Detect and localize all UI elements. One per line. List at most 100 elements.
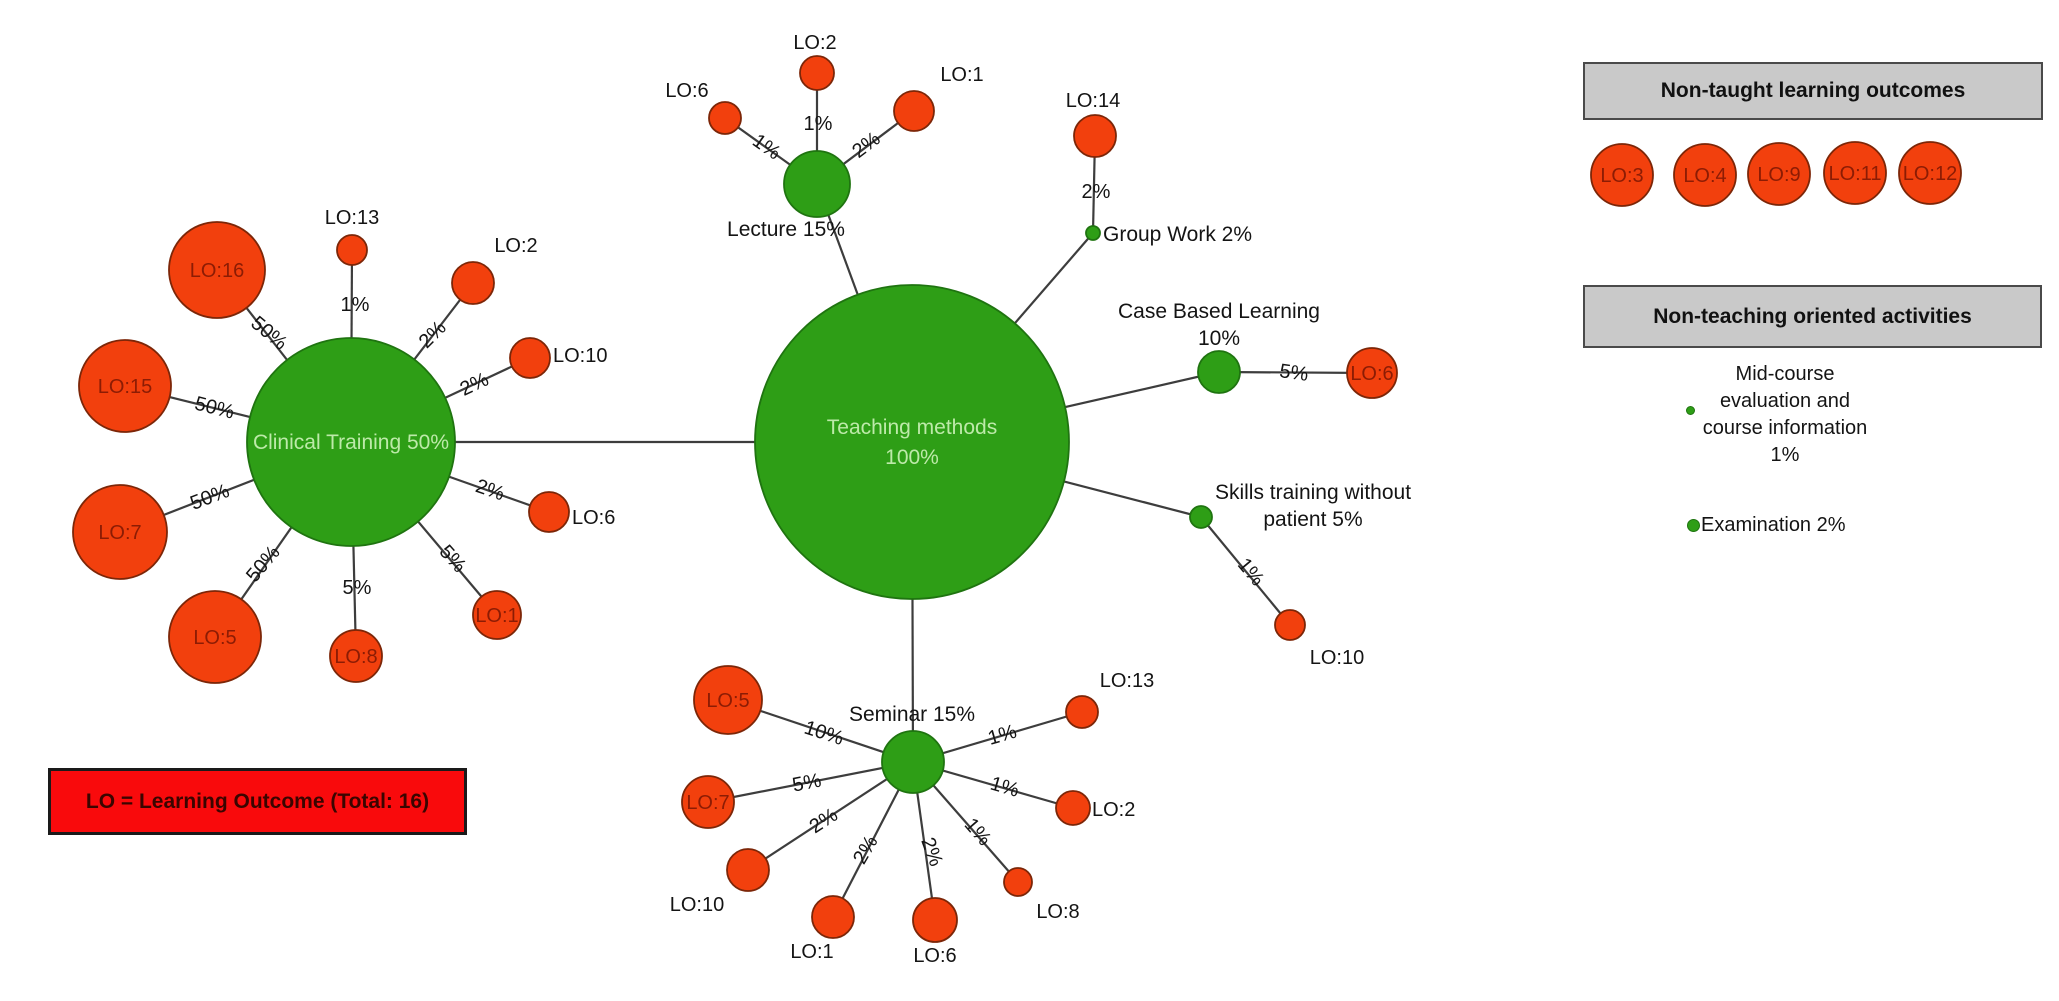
node-label-lg3: LO:3 (1600, 165, 1643, 187)
node-lg11 (1823, 141, 1887, 205)
edge-label-seminar-se13: 1% (985, 721, 1019, 750)
edge-label-skills-s10: 1% (1233, 554, 1269, 590)
edge-label-seminar-se10: 2% (806, 804, 842, 838)
node-se5 (693, 665, 763, 735)
examination-label: Examination 2% (1701, 514, 1846, 536)
node-label-l2: LO:2 (793, 32, 836, 54)
node-c2 (451, 261, 495, 305)
edge-label-clinical-c7: 50% (187, 480, 232, 515)
node-se6 (912, 897, 958, 943)
edge-label-seminar-se5: 10% (801, 717, 846, 750)
examination-dot-icon (1687, 519, 1700, 532)
edge-label-lecture-l6: 1% (748, 130, 784, 165)
node-label-clinical: Clinical Training 50% (253, 431, 449, 454)
node-label-se13: LO:13 (1100, 670, 1154, 692)
node-se10 (726, 848, 770, 892)
non-teaching-legend-box: Non-teaching oriented activities (1583, 285, 2042, 348)
node-clinical (246, 337, 456, 547)
edge-label-casebased-cb6: 5% (1278, 360, 1310, 386)
node-c8 (329, 629, 383, 683)
node-label-c10: LO:10 (553, 345, 607, 367)
node-label-c5: LO:5 (193, 627, 236, 649)
edge-label-clinical-c10: 2% (457, 368, 493, 400)
node-label-se8: LO:8 (1036, 901, 1079, 923)
node-c6 (528, 491, 570, 533)
node-label-c15: LO:15 (98, 376, 152, 398)
edge-label-lecture-l2: 1% (804, 113, 833, 135)
node-label-casebased-line2: 10% (1198, 327, 1240, 350)
node-l6 (708, 101, 742, 135)
node-label-seminar: Seminar 15% (849, 703, 975, 726)
lo-definition-box: LO = Learning Outcome (Total: 16) (48, 768, 467, 835)
node-c7 (72, 484, 168, 580)
non-teaching-legend-title: Non-teaching oriented activities (1653, 304, 1972, 328)
node-se8 (1003, 867, 1033, 897)
node-label-cb6: LO:6 (1350, 363, 1393, 385)
node-l2 (799, 55, 835, 91)
node-label-teaching-line2: 100% (885, 446, 939, 469)
node-c1 (472, 590, 522, 640)
node-label-skills-line1: Skills training without (1215, 481, 1411, 504)
node-c10 (509, 337, 551, 379)
node-c16 (168, 221, 266, 319)
node-label-lecture: Lecture 15% (727, 218, 845, 241)
non-taught-legend-title: Non-taught learning outcomes (1660, 79, 1966, 102)
node-label-g14: LO:14 (1066, 90, 1120, 112)
node-se13 (1065, 695, 1099, 729)
node-label-c7: LO:7 (98, 522, 141, 544)
node-se1 (811, 895, 855, 939)
node-se2 (1055, 790, 1091, 826)
node-s10 (1274, 609, 1306, 641)
node-skills (1189, 505, 1213, 529)
edge-label-seminar-se6: 2% (916, 835, 947, 870)
node-groupwork (1085, 225, 1101, 241)
node-label-se10: LO:10 (670, 894, 724, 916)
node-label-se5: LO:5 (706, 690, 749, 712)
node-lg3 (1590, 143, 1654, 207)
node-teaching (754, 284, 1070, 600)
node-label-c1: LO:1 (475, 605, 518, 627)
node-label-se7: LO:7 (686, 792, 729, 814)
edge-label-clinical-c8: 5% (343, 577, 372, 599)
node-label-se6: LO:6 (913, 945, 956, 967)
node-label-l1: LO:1 (940, 64, 983, 86)
node-lecture (783, 150, 851, 218)
node-label-c8: LO:8 (334, 646, 377, 668)
node-label-groupwork: Group Work 2% (1103, 223, 1252, 246)
node-c15 (78, 339, 172, 433)
edge-skills-s10 (1200, 516, 1291, 626)
node-label-c13: LO:13 (325, 207, 379, 229)
node-c5 (168, 590, 262, 684)
node-g14 (1073, 114, 1117, 158)
node-label-teaching-line1: Teaching methods (827, 416, 997, 439)
edge-label-seminar-se1: 2% (849, 832, 883, 868)
node-l1 (893, 90, 935, 132)
non-taught-legend-box: Non-taught learning outcomes (1583, 62, 2043, 120)
edge-label-clinical-c5: 50% (242, 542, 285, 587)
edge-label-clinical-c16: 50% (246, 312, 291, 355)
node-label-se1: LO:1 (790, 941, 833, 963)
edge-label-clinical-c6: 2% (473, 475, 508, 505)
node-casebased (1197, 350, 1241, 394)
node-label-lg12: LO:12 (1903, 163, 1957, 185)
edge-seminar-se10 (747, 761, 914, 871)
node-label-c6: LO:6 (572, 507, 615, 529)
node-label-skills-line2: patient 5% (1263, 508, 1362, 531)
edge-label-clinical-c13: 1% (341, 294, 370, 316)
node-label-l6: LO:6 (665, 80, 708, 102)
node-label-c2: LO:2 (494, 235, 537, 257)
node-label-s10: LO:10 (1310, 647, 1364, 669)
edge-label-clinical-c15: 50% (192, 393, 236, 424)
node-label-lg11: LO:11 (1829, 163, 1882, 185)
lo-definition-text: LO = Learning Outcome (Total: 16) (85, 789, 430, 813)
node-lg9 (1747, 142, 1811, 206)
node-c13 (336, 234, 368, 266)
node-label-casebased-line1: Case Based Learning (1118, 300, 1320, 323)
node-cb6 (1346, 347, 1398, 399)
edge-seminar-se7 (707, 760, 914, 804)
node-label-lg4: LO:4 (1683, 165, 1726, 187)
edge-label-seminar-se2: 1% (988, 773, 1022, 802)
edge-label-groupwork-g14: 2% (1082, 181, 1111, 203)
